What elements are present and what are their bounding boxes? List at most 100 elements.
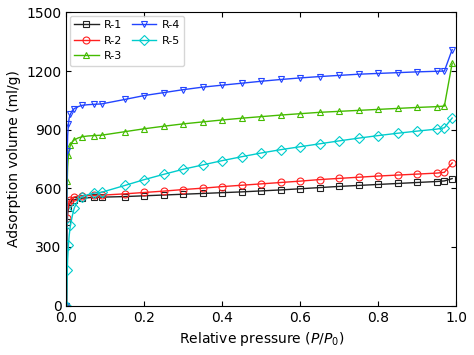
R-1: [122, 195, 128, 199]
R-2: [395, 173, 401, 177]
R-1: [72, 198, 77, 202]
Legend: R-1, R-2, R-3, R-4, R-5: R-1, R-2, R-3, R-4, R-5: [70, 16, 184, 66]
R-5: [297, 144, 303, 149]
R-5: [356, 136, 362, 140]
R-1: [75, 197, 81, 201]
R-4: [99, 102, 104, 106]
R-2: [70, 196, 75, 200]
R-3: [161, 124, 167, 129]
R-4: [200, 85, 206, 89]
R-3: [337, 109, 342, 114]
R-4: [79, 103, 85, 108]
Line: R-3: R-3: [63, 60, 456, 309]
R-5: [337, 139, 342, 143]
R-2: [414, 172, 420, 176]
R-3: [79, 135, 85, 139]
R-5: [64, 304, 69, 308]
R-2: [91, 193, 97, 197]
R-3: [64, 304, 69, 308]
Line: R-2: R-2: [63, 159, 456, 309]
R-4: [142, 93, 147, 98]
R-1: [66, 202, 72, 207]
R-1: [64, 235, 70, 239]
R-4: [395, 71, 401, 75]
R-1: [79, 196, 85, 200]
R-1: [258, 189, 264, 193]
R-5: [75, 198, 81, 202]
R-4: [122, 97, 128, 102]
R-2: [66, 199, 72, 203]
R-4: [66, 116, 72, 120]
R-5: [142, 178, 147, 182]
R-5: [161, 172, 167, 176]
R-5: [239, 154, 245, 159]
R-1: [278, 188, 283, 192]
R-5: [122, 183, 128, 187]
R-1: [434, 179, 439, 184]
R-3: [64, 179, 70, 183]
R-2: [72, 195, 77, 199]
R-1: [375, 182, 381, 187]
R-3: [414, 105, 420, 110]
R-1: [181, 192, 186, 196]
Line: R-5: R-5: [63, 115, 456, 309]
R-4: [161, 91, 167, 95]
R-3: [200, 120, 206, 124]
R-2: [219, 185, 225, 189]
R-5: [65, 243, 71, 247]
R-3: [91, 133, 97, 138]
R-1: [142, 194, 147, 198]
R-5: [91, 191, 97, 195]
R-1: [67, 200, 73, 204]
R-5: [181, 167, 186, 171]
R-5: [278, 148, 283, 152]
R-4: [99, 102, 104, 106]
R-2: [441, 170, 447, 174]
R-4: [449, 48, 455, 52]
R-3: [317, 110, 322, 114]
R-2: [65, 202, 71, 207]
R-5: [414, 129, 420, 133]
R-4: [317, 75, 322, 79]
R-1: [200, 191, 206, 196]
R-1: [219, 191, 225, 195]
R-3: [99, 133, 104, 137]
R-2: [122, 192, 128, 196]
R-3: [219, 118, 225, 122]
R-4: [278, 77, 283, 82]
R-1: [239, 190, 245, 194]
R-4: [356, 72, 362, 76]
R-1: [99, 195, 104, 199]
R-3: [258, 115, 264, 119]
R-2: [85, 193, 91, 198]
R-5: [79, 195, 85, 199]
R-4: [239, 81, 245, 85]
R-3: [67, 143, 73, 147]
R-1: [356, 183, 362, 187]
R-5: [441, 126, 447, 130]
R-3: [395, 106, 401, 110]
R-2: [449, 161, 455, 165]
R-4: [85, 103, 91, 107]
R-3: [434, 104, 439, 109]
R-4: [441, 69, 447, 73]
R-1: [317, 185, 322, 190]
R-2: [65, 208, 71, 212]
R-1: [70, 198, 75, 203]
R-2: [317, 178, 322, 182]
R-4: [258, 79, 264, 83]
R-2: [375, 174, 381, 178]
R-2: [297, 179, 303, 183]
R-4: [375, 71, 381, 76]
X-axis label: Relative pressure ($P/P_0$): Relative pressure ($P/P_0$): [179, 330, 344, 348]
R-2: [64, 231, 70, 235]
R-4: [297, 76, 303, 80]
R-1: [64, 219, 70, 224]
R-1: [414, 180, 420, 185]
R-3: [441, 104, 447, 108]
R-5: [66, 233, 72, 237]
R-2: [161, 189, 167, 193]
R-4: [65, 133, 71, 138]
R-1: [64, 304, 69, 308]
R-4: [75, 104, 81, 109]
